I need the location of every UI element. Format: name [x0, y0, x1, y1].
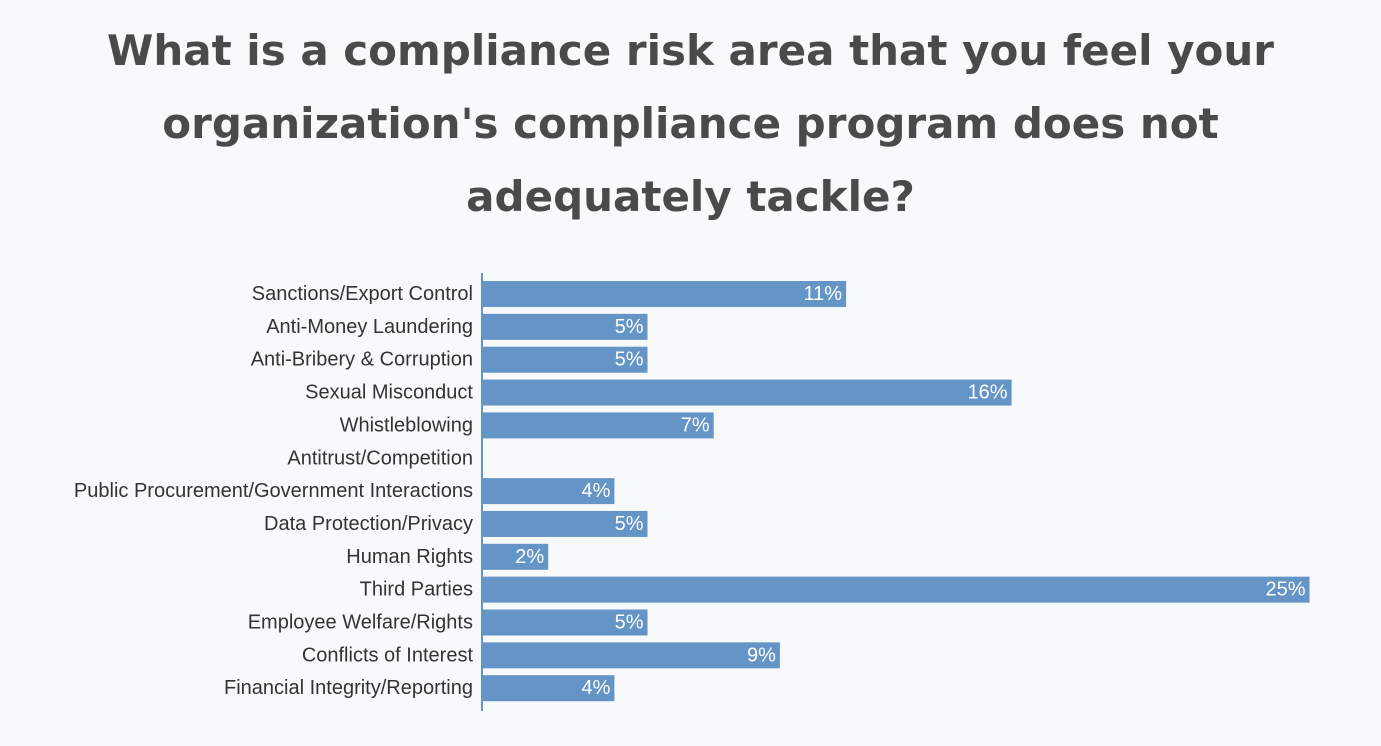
- data-label: 5%: [615, 349, 644, 371]
- category-label: Sexual Misconduct: [305, 382, 473, 404]
- category-label: Anti-Bribery & Corruption: [251, 349, 473, 371]
- category-label: Employee Welfare/Rights: [248, 612, 473, 634]
- category-label: Antitrust/Competition: [287, 447, 473, 469]
- data-label: 5%: [615, 316, 644, 338]
- data-label: 25%: [1265, 579, 1305, 601]
- data-label: 5%: [615, 513, 644, 535]
- bar: [482, 379, 1012, 406]
- bar: [482, 609, 648, 636]
- category-label: Whistleblowing: [340, 414, 473, 436]
- category-label: Sanctions/Export Control: [252, 283, 473, 305]
- category-label: Conflicts of Interest: [302, 644, 474, 666]
- category-label: Third Parties: [360, 579, 473, 601]
- bar: [482, 346, 648, 373]
- data-label: 5%: [615, 612, 644, 634]
- data-label: 7%: [681, 414, 710, 436]
- bar: [482, 412, 714, 439]
- chart-title: What is a compliance risk area that you …: [107, 26, 1274, 221]
- category-label: Public Procurement/Government Interactio…: [74, 480, 473, 502]
- bar: [482, 281, 847, 307]
- bar: [482, 642, 780, 669]
- data-label: 11%: [804, 283, 843, 305]
- bar: [482, 576, 1310, 603]
- bar: [482, 543, 549, 570]
- category-label: Human Rights: [346, 546, 473, 568]
- bar: [482, 675, 615, 702]
- bar: [482, 510, 648, 537]
- category-label: Financial Integrity/Reporting: [224, 677, 473, 699]
- data-label: 2%: [515, 546, 544, 568]
- category-label: Data Protection/Privacy: [264, 513, 473, 535]
- data-label: 16%: [968, 382, 1008, 404]
- bar: [482, 478, 615, 505]
- data-label: 9%: [747, 644, 776, 666]
- data-label: 4%: [581, 480, 610, 502]
- data-label: 4%: [581, 677, 610, 699]
- category-label: Anti-Money Laundering: [266, 316, 473, 338]
- bar: [482, 313, 648, 340]
